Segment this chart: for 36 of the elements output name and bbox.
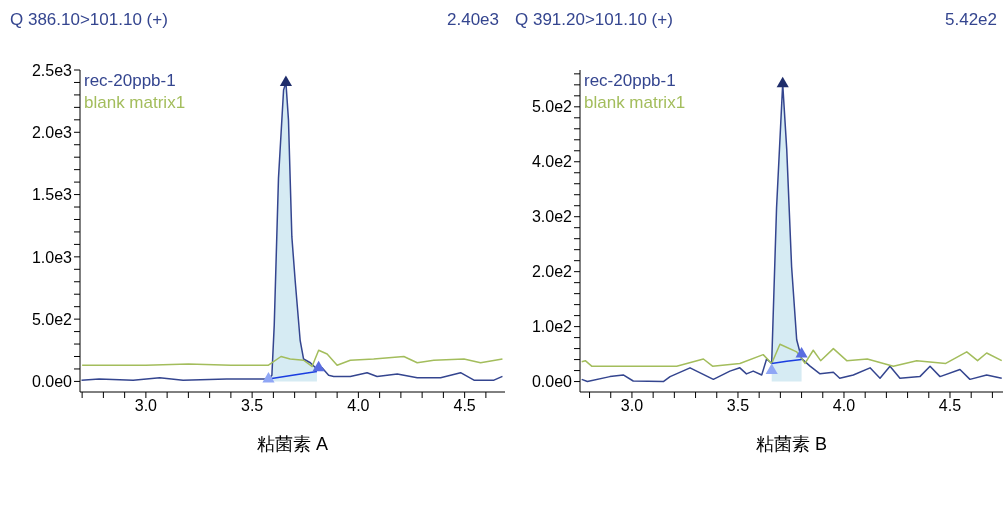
x-tick-label: 4.0	[347, 397, 370, 415]
point	[776, 76, 789, 88]
y-tick-label: 0.0e0	[31, 373, 73, 391]
x-axis-title: 粘菌素 B	[755, 434, 828, 454]
chart-title: Q 391.20>101.10 (+)	[515, 10, 673, 30]
point	[312, 360, 325, 372]
text: rec-20ppb-1	[84, 70, 177, 92]
text: rec-20ppb-1	[584, 70, 677, 92]
x-tick-label: 4.5	[938, 397, 962, 415]
text: blank matrix1	[584, 92, 686, 114]
x-tick-label: 4.0	[832, 397, 856, 415]
chart-title: Q 386.10>101.10 (+)	[10, 10, 168, 30]
point	[262, 371, 275, 383]
x-tick-label: 3.5	[726, 397, 750, 415]
x-tick-label: 3.0	[620, 397, 644, 415]
y-tick-label: 2.0e3	[31, 123, 73, 141]
x-tick-label: 3.5	[241, 397, 264, 415]
y-tick-label: 5.0e2	[531, 98, 573, 116]
x-tick-label: 3.0	[134, 397, 158, 415]
text: 2.40e3	[447, 10, 499, 30]
x-tick-label: 4.5	[453, 397, 476, 415]
text: blank matrix1	[84, 92, 186, 114]
y-tick-label: 1.0e3	[31, 248, 73, 266]
y-tick-label: 4.0e2	[531, 153, 573, 171]
y-tick-label: 0.0e0	[531, 373, 573, 391]
y-tick-label: 3.0e2	[531, 208, 573, 226]
point	[279, 75, 292, 86]
text: 5.42e2	[945, 10, 997, 30]
y-tick-label: 2.0e2	[531, 263, 573, 281]
y-tick-label: 1.0e2	[531, 318, 573, 336]
point	[765, 363, 778, 375]
x-axis-title: 粘菌素 A	[256, 434, 329, 454]
point	[795, 347, 808, 358]
y-tick-label: 1.5e3	[31, 186, 73, 204]
y-tick-label: 5.0e2	[31, 310, 73, 328]
y-tick-label: 2.5e3	[31, 61, 73, 79]
